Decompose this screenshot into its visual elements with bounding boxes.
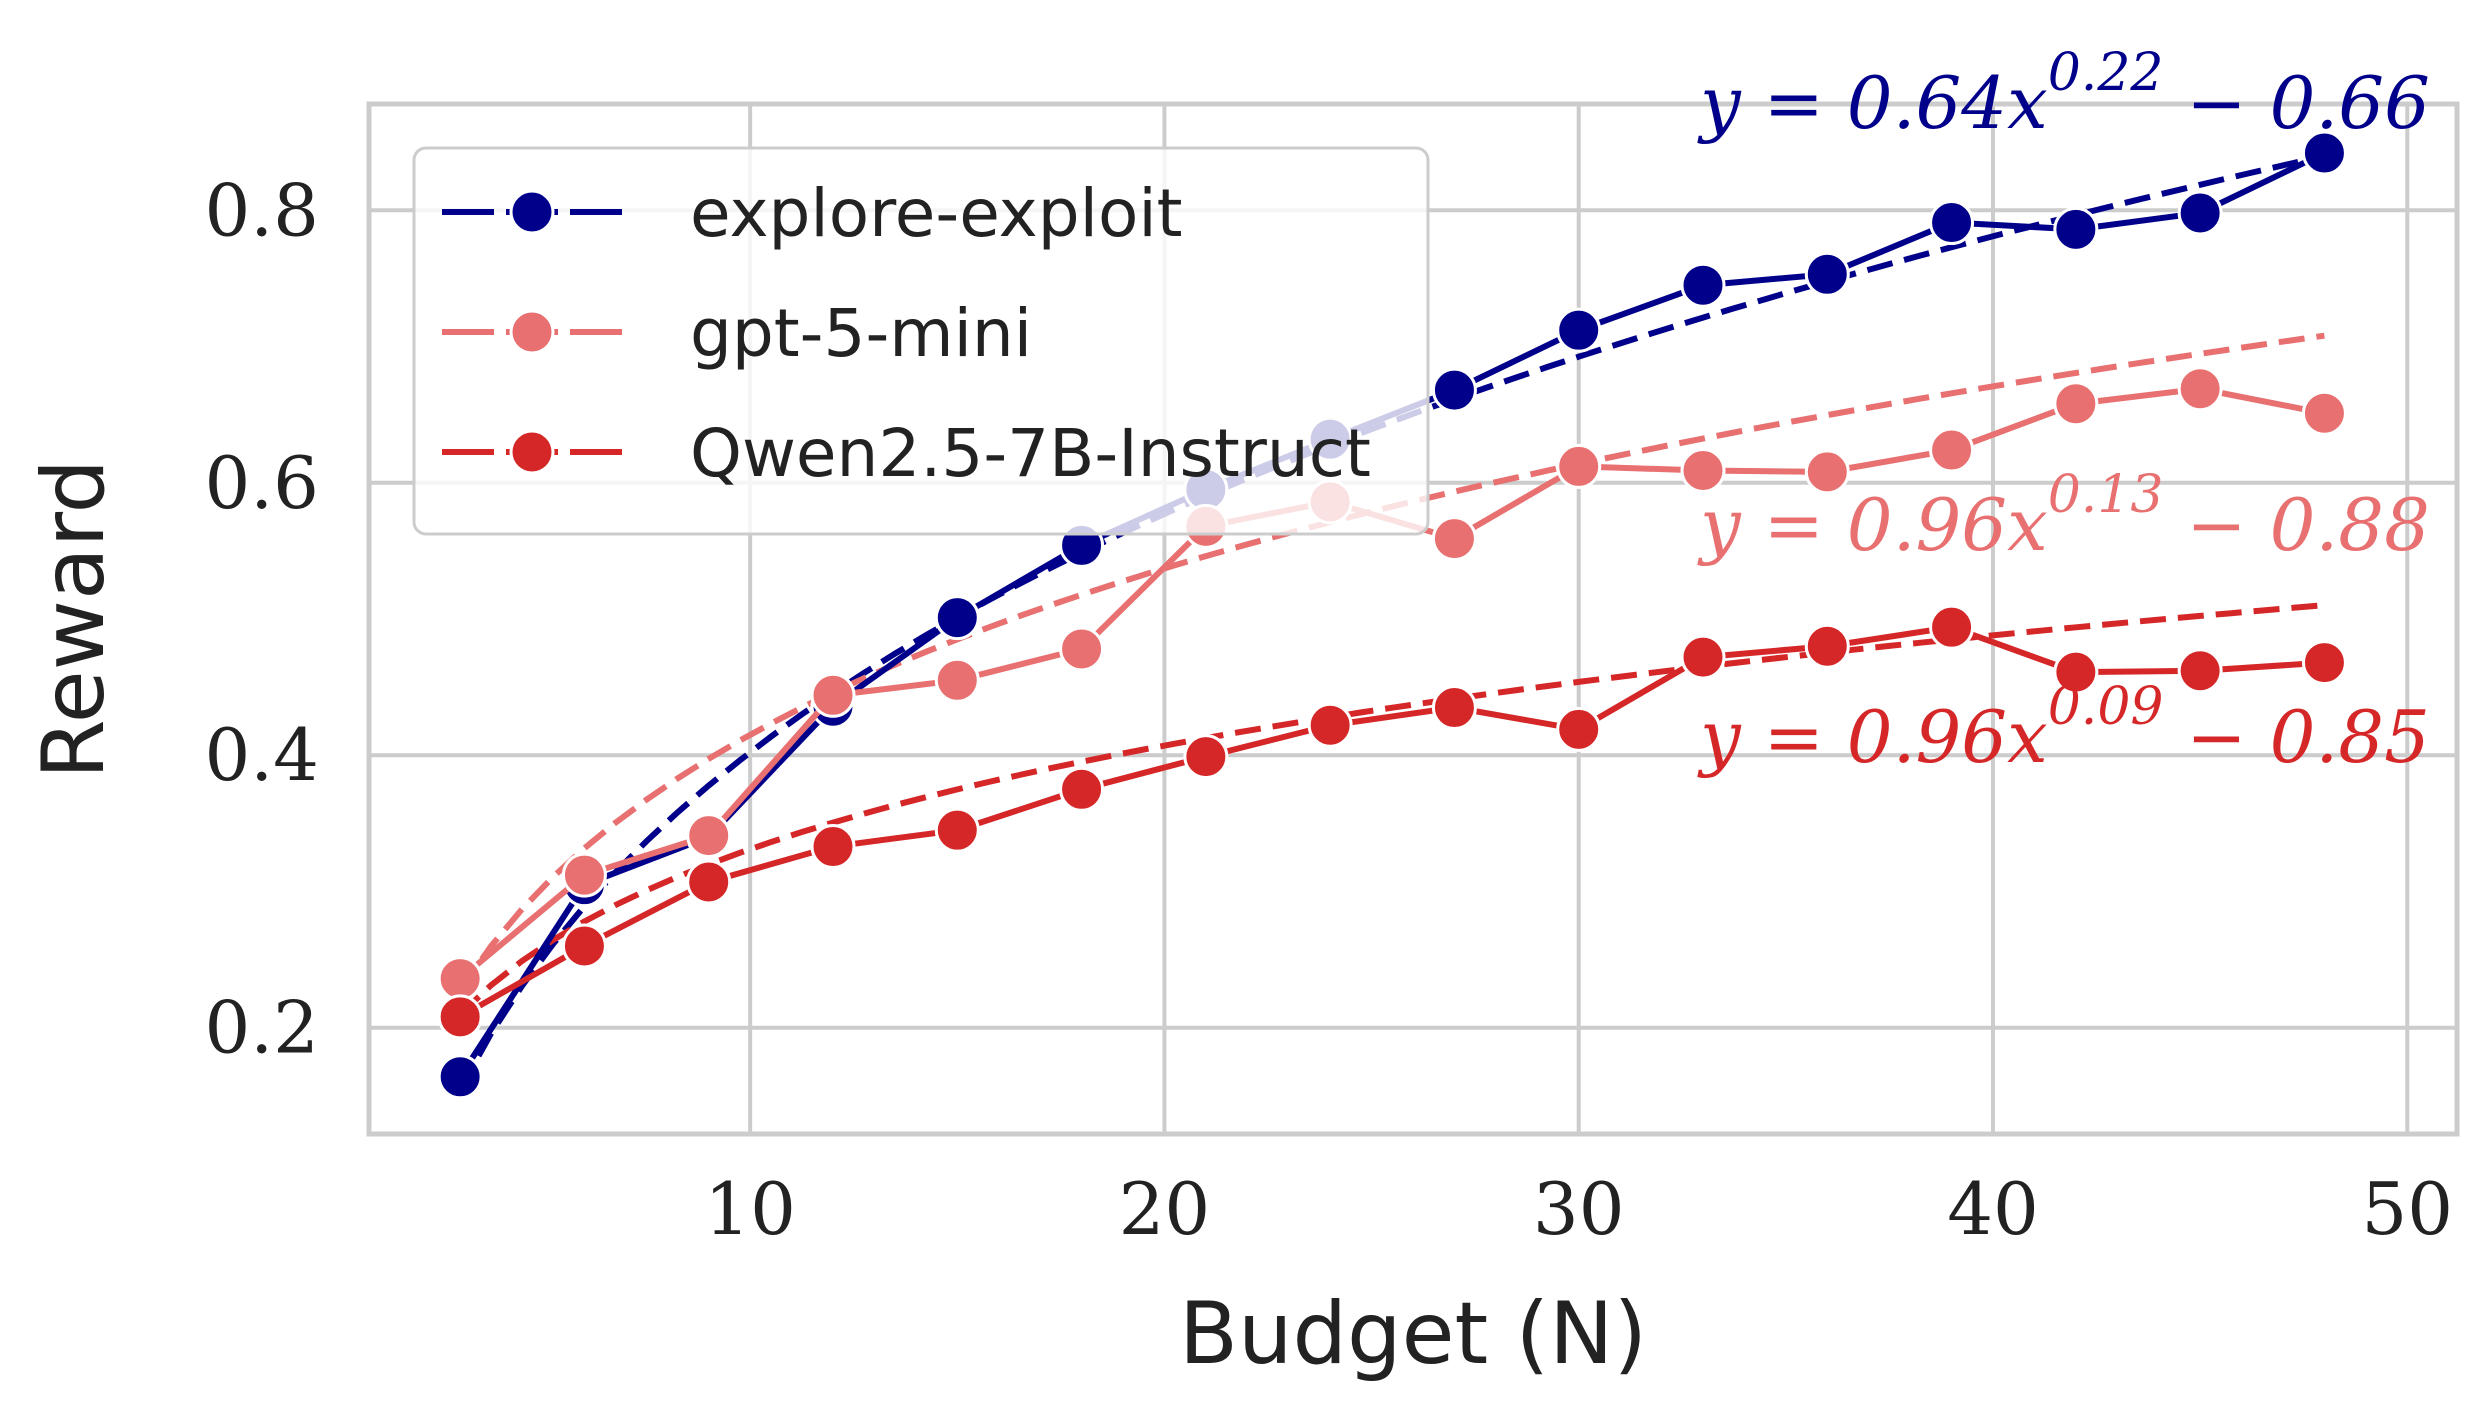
legend-box [412, 146, 1430, 536]
equation-offset: − 0.85 [2163, 695, 2429, 779]
x-tick-label: 40 [1947, 1167, 2039, 1251]
legend: explore-exploit gpt-5-mini Qwen2.5-7B-Inst… [412, 146, 1430, 536]
data-point [1556, 706, 1602, 752]
data-point [1804, 449, 1850, 495]
data-point [1431, 685, 1477, 731]
legend-marker [509, 429, 555, 475]
data-point [1183, 734, 1229, 780]
data-point [2053, 206, 2099, 252]
data-point [2177, 648, 2223, 694]
data-point [437, 1054, 483, 1100]
data-point [2301, 640, 2347, 686]
data-point [561, 923, 607, 969]
data-point [2177, 190, 2223, 236]
data-point [1307, 702, 1353, 748]
data-point [1804, 623, 1850, 669]
y-axis-label: Reward [24, 459, 124, 779]
x-axis-label: Budget (N) [1179, 1284, 1647, 1384]
equation-base: y = 0.96x [1697, 483, 2048, 567]
data-point [1431, 367, 1477, 413]
data-point [1556, 443, 1602, 489]
legend-label: explore-exploit [690, 175, 1183, 252]
equation-base: y = 0.64x [1697, 61, 2048, 145]
legend-label: Qwen2.5-7B-Instruct [690, 415, 1371, 492]
y-tick-label: 0.8 [204, 168, 319, 252]
equation-base: y = 0.96x [1697, 695, 2048, 779]
equation-offset: − 0.66 [2163, 61, 2429, 145]
y-tick-label: 0.4 [204, 713, 319, 797]
equation-offset: − 0.88 [2163, 483, 2429, 567]
data-point [1929, 427, 1975, 473]
data-point [2053, 649, 2099, 695]
plot-frame [366, 101, 2460, 1137]
data-point [1929, 604, 1975, 650]
data-point [1059, 626, 1105, 672]
x-tick-label: 50 [2361, 1167, 2453, 1251]
data-point [1556, 307, 1602, 353]
data-point [561, 852, 607, 898]
data-point [1929, 200, 1975, 246]
data-point [686, 859, 732, 905]
legend-marker [509, 309, 555, 355]
data-point [934, 657, 980, 703]
fit-curve-2 [458, 602, 2325, 1017]
data-point [1059, 766, 1105, 812]
fit-equations: y = 0.64x0.22 − 0.66y = 0.96x0.13 − 0.88… [1697, 43, 2430, 779]
x-tick-label: 10 [704, 1167, 796, 1251]
data-point [1680, 262, 1726, 308]
series-2 [437, 604, 2347, 1040]
data-point [2301, 390, 2347, 436]
fit-equation: y = 0.64x0.22 − 0.66 [1697, 43, 2430, 145]
data-point [934, 807, 980, 853]
data-point [2053, 381, 2099, 427]
x-tick-label: 30 [1533, 1167, 1625, 1251]
x-tick-label: 20 [1119, 1167, 1211, 1251]
y-tick-label: 0.2 [204, 986, 319, 1070]
data-point [686, 813, 732, 859]
tick-labels: 10 20 30 40 50 0.2 0.4 0.6 0.8 [204, 168, 2453, 1251]
data-point [1431, 516, 1477, 562]
equation-exponent: 0.22 [2048, 43, 2164, 103]
data-point [2301, 130, 2347, 176]
data-point [810, 824, 856, 870]
equation-exponent: 0.13 [2048, 465, 2164, 525]
y-tick-label: 0.6 [204, 441, 319, 525]
data-point [1804, 251, 1850, 297]
data-point [934, 595, 980, 641]
data-point [437, 956, 483, 1002]
fit-curve-0 [457, 153, 2326, 1091]
legend-label: gpt-5-mini [690, 295, 1032, 372]
legend-marker [509, 189, 555, 235]
equation-exponent: 0.09 [2048, 677, 2164, 737]
data-point [810, 672, 856, 718]
series-line [458, 624, 2325, 1020]
fit-equation: y = 0.96x0.13 − 0.88 [1697, 465, 2430, 567]
fit-equation: y = 0.96x0.09 − 0.85 [1697, 677, 2430, 779]
data-point [1680, 447, 1726, 493]
data-point [1680, 634, 1726, 680]
data-point [437, 994, 483, 1040]
data-point [2177, 366, 2223, 412]
